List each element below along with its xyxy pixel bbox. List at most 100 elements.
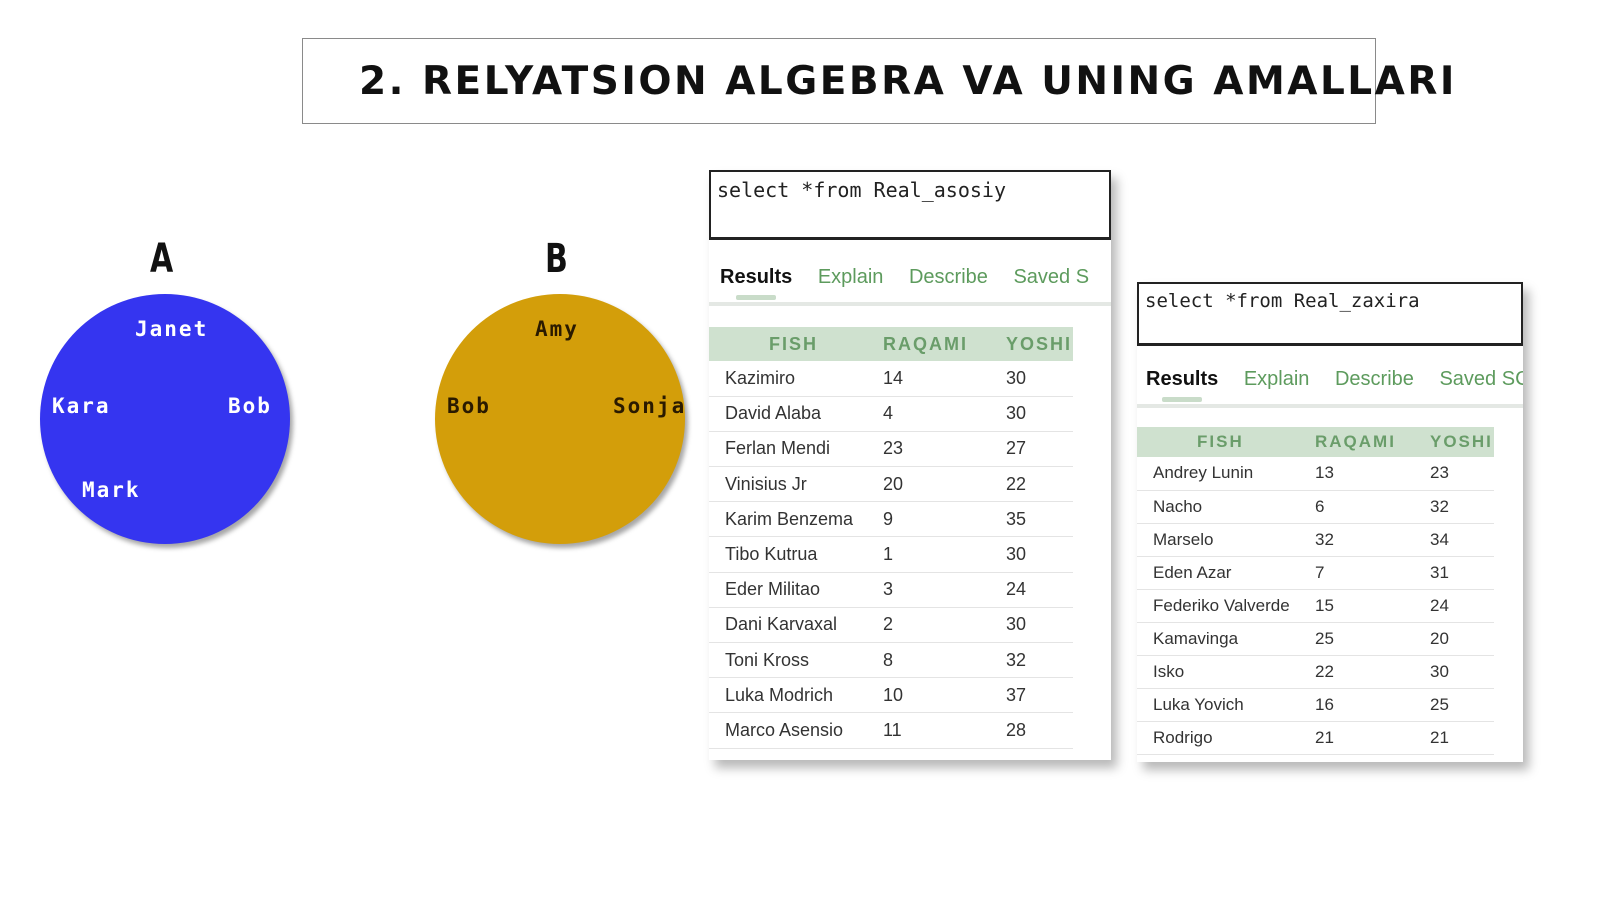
cell-raqami: 22: [1311, 655, 1426, 689]
query-panel-asosiy: select *from Real_asosiy Results Explain…: [709, 170, 1111, 760]
cell-yoshi: 30: [1002, 536, 1074, 573]
column-header-raqami[interactable]: RAQAMI: [1311, 427, 1426, 457]
slide-title: 2. RELYATSION ALGEBRA VA UNING AMALLARI: [359, 59, 1457, 104]
set-a-member-kara: Kara: [52, 394, 111, 418]
table-row[interactable]: Vinisius Jr 20 22: [709, 466, 1074, 503]
table-row[interactable]: Eder Militao 3 24: [709, 572, 1074, 608]
cell-raqami: 21: [1311, 721, 1426, 755]
table-row[interactable]: Isko 22 30: [1137, 655, 1494, 689]
table-row[interactable]: Luka Yovich 16 25: [1137, 688, 1494, 722]
set-a-member-janet: Janet: [135, 317, 209, 341]
cell-raqami: 14: [879, 361, 1002, 397]
cell-fish: Eden Azar: [1137, 556, 1311, 590]
tab-results[interactable]: Results: [1146, 368, 1219, 402]
cell-yoshi: 32: [1002, 642, 1074, 679]
cell-fish: Marselo: [1137, 523, 1311, 557]
cell-yoshi: 22: [1002, 466, 1074, 503]
cell-fish: Isko: [1137, 655, 1311, 689]
table-row[interactable]: Dani Karvaxal 2 30: [709, 607, 1074, 644]
table-row[interactable]: Kazimiro 14 30: [709, 361, 1074, 397]
cell-raqami: 3: [879, 572, 1002, 608]
tab-explain[interactable]: Explain: [817, 266, 884, 288]
column-header-fish[interactable]: FISH: [1137, 427, 1311, 457]
table-row[interactable]: Kamavinga 25 20: [1137, 622, 1494, 656]
cell-yoshi: 27: [1002, 431, 1074, 468]
cell-fish: Toni Kross: [709, 642, 879, 679]
set-a-member-bob: Bob: [228, 394, 272, 418]
cell-raqami: 2: [879, 607, 1002, 644]
cell-fish: Luka Yovich: [1137, 688, 1311, 722]
query-editor[interactable]: select *from Real_zaxira: [1137, 282, 1523, 346]
cell-fish: Dani Karvaxal: [709, 607, 879, 644]
table-row[interactable]: Federiko Valverde 15 24: [1137, 589, 1494, 623]
table-row[interactable]: Andrey Lunin 13 23: [1137, 457, 1494, 491]
tab-describe[interactable]: Describe: [1334, 368, 1414, 390]
table-row[interactable]: Eden Azar 7 31: [1137, 556, 1494, 590]
table-header-row: FISH RAQAMI YOSHI: [1137, 427, 1494, 457]
cell-fish: Karim Benzema: [709, 501, 879, 538]
cell-yoshi: 30: [1002, 396, 1074, 432]
cell-raqami: 15: [1311, 589, 1426, 623]
set-a-label: A: [150, 236, 174, 282]
cell-fish: Andrey Lunin: [1137, 457, 1311, 491]
set-b-member-amy: Amy: [535, 317, 579, 341]
column-header-yoshi[interactable]: YOSHI: [1002, 327, 1074, 361]
table-row[interactable]: Marco Asensio 11 28: [709, 712, 1074, 749]
cell-raqami: 20: [879, 466, 1002, 503]
cell-yoshi: 34: [1426, 523, 1494, 557]
column-header-yoshi[interactable]: YOSHI: [1426, 427, 1494, 457]
cell-raqami: 1: [879, 536, 1002, 573]
cell-raqami: 16: [1311, 688, 1426, 722]
cell-yoshi: 37: [1002, 677, 1074, 714]
set-b-circle: Amy Bob Sonja: [435, 294, 685, 544]
set-b-member-bob: Bob: [447, 394, 491, 418]
cell-yoshi: 31: [1426, 556, 1494, 590]
result-tabs: Results Explain Describe Saved S: [709, 266, 1111, 306]
tab-saved[interactable]: Saved S: [1013, 266, 1090, 288]
cell-raqami: 13: [1311, 457, 1426, 491]
cell-yoshi: 28: [1002, 712, 1074, 749]
cell-raqami: 10: [879, 677, 1002, 714]
table-row[interactable]: Luka Modrich 10 37: [709, 677, 1074, 714]
tab-results[interactable]: Results: [720, 266, 793, 300]
table-row[interactable]: Karim Benzema 9 35: [709, 501, 1074, 538]
cell-raqami: 8: [879, 642, 1002, 679]
tab-saved[interactable]: Saved SC: [1439, 368, 1523, 390]
cell-fish: Federiko Valverde: [1137, 589, 1311, 623]
table-header-row: FISH RAQAMI YOSHI: [709, 327, 1074, 361]
cell-fish: Rodrigo: [1137, 721, 1311, 755]
cell-raqami: 6: [1311, 490, 1426, 524]
column-header-raqami[interactable]: RAQAMI: [879, 327, 1002, 361]
table-row[interactable]: Ferlan Mendi 23 27: [709, 431, 1074, 468]
cell-raqami: 4: [879, 396, 1002, 432]
table-row[interactable]: Rodrigo 21 21: [1137, 721, 1494, 755]
cell-fish: David Alaba: [709, 396, 879, 432]
tab-explain[interactable]: Explain: [1243, 368, 1310, 390]
cell-raqami: 11: [879, 712, 1002, 749]
results-table: FISH RAQAMI YOSHI Andrey Lunin 13 23 Nacho 6…: [1137, 427, 1494, 755]
set-a-member-mark: Mark: [82, 478, 141, 502]
set-a-circle: Janet Kara Bob Mark: [40, 294, 290, 544]
table-row[interactable]: Marselo 32 34: [1137, 523, 1494, 557]
table-row[interactable]: Toni Kross 8 32: [709, 642, 1074, 679]
table-row[interactable]: Tibo Kutrua 1 30: [709, 536, 1074, 573]
cell-fish: Eder Militao: [709, 572, 879, 608]
cell-raqami: 9: [879, 501, 1002, 538]
cell-fish: Tibo Kutrua: [709, 536, 879, 573]
cell-fish: Kazimiro: [709, 361, 879, 397]
cell-yoshi: 21: [1426, 721, 1494, 755]
table-row[interactable]: Nacho 6 32: [1137, 490, 1494, 524]
cell-raqami: 7: [1311, 556, 1426, 590]
tab-describe[interactable]: Describe: [908, 266, 988, 288]
cell-fish: Ferlan Mendi: [709, 431, 879, 468]
column-header-fish[interactable]: FISH: [709, 327, 879, 361]
result-tabs: Results Explain Describe Saved SC: [1137, 368, 1523, 408]
cell-fish: Marco Asensio: [709, 712, 879, 749]
cell-fish: Nacho: [1137, 490, 1311, 524]
set-b-label: B: [545, 236, 568, 282]
query-panel-zaxira: select *from Real_zaxira Results Explain…: [1137, 282, 1523, 762]
title-box: 2. RELYATSION ALGEBRA VA UNING AMALLARI: [302, 38, 1454, 124]
cell-raqami: 23: [879, 431, 1002, 468]
query-editor[interactable]: select *from Real_asosiy: [709, 170, 1111, 240]
table-row[interactable]: David Alaba 4 30: [709, 396, 1074, 432]
